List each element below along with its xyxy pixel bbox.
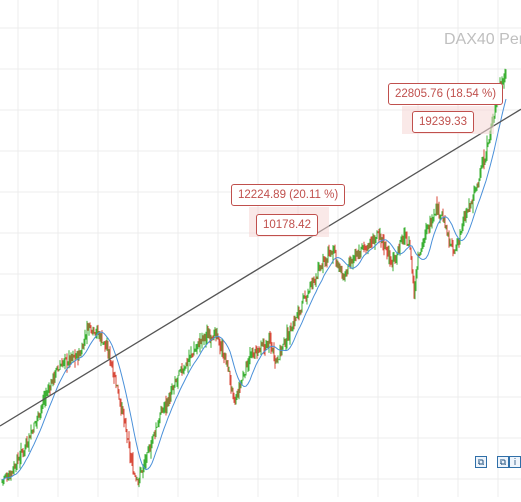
- annotation-label: 19239.33: [412, 111, 474, 133]
- trend-line: [0, 108, 521, 427]
- chart-watermark: DAX40 Per: [444, 31, 521, 48]
- copy-icon[interactable]: ⧉: [497, 456, 509, 468]
- info-icon[interactable]: i: [509, 456, 521, 468]
- moving-average-line: [1, 98, 507, 481]
- annotation-label: 10178.42: [256, 214, 318, 236]
- annotation-label: 12224.89 (20.11 %): [231, 184, 346, 206]
- price-bars: [1, 68, 507, 488]
- copy-icon[interactable]: ⧉: [475, 456, 487, 468]
- annotation-label: 22805.76 (18.54 %): [388, 83, 504, 105]
